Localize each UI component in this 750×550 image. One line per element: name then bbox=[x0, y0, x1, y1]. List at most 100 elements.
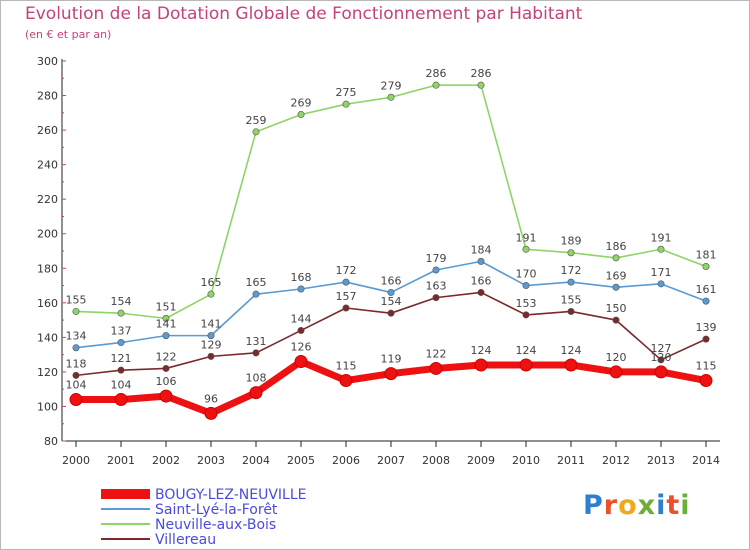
data-label: 104 bbox=[66, 379, 87, 392]
data-point bbox=[207, 352, 215, 360]
data-point bbox=[297, 111, 305, 119]
data-point bbox=[384, 367, 398, 381]
y-tick-label: 260 bbox=[37, 124, 58, 137]
data-point bbox=[162, 364, 170, 372]
data-point bbox=[609, 365, 623, 379]
data-point bbox=[567, 307, 575, 315]
data-point bbox=[519, 358, 533, 372]
data-point bbox=[117, 309, 125, 317]
data-point bbox=[252, 349, 260, 357]
data-label: 286 bbox=[471, 67, 492, 80]
data-label: 169 bbox=[606, 269, 627, 282]
data-label: 118 bbox=[66, 357, 87, 370]
data-label: 259 bbox=[246, 114, 267, 127]
data-point bbox=[522, 311, 530, 319]
x-tick-label: 2002 bbox=[152, 454, 180, 467]
chart-subtitle: (en € et par an) bbox=[25, 28, 112, 41]
series-villereau bbox=[72, 288, 710, 379]
data-point bbox=[339, 374, 353, 388]
data-label: 115 bbox=[336, 360, 357, 373]
data-point bbox=[387, 288, 395, 296]
x-tick-label: 2009 bbox=[467, 454, 495, 467]
data-point bbox=[702, 335, 710, 343]
y-tick-label: 220 bbox=[37, 193, 58, 206]
data-label: 122 bbox=[156, 350, 177, 363]
data-point bbox=[294, 355, 308, 369]
data-label: 104 bbox=[111, 379, 132, 392]
data-label: 165 bbox=[246, 276, 267, 289]
y-tick-label: 300 bbox=[37, 55, 58, 68]
data-point bbox=[249, 386, 263, 400]
data-point bbox=[702, 297, 710, 305]
data-point bbox=[342, 304, 350, 312]
x-tick-label: 2011 bbox=[557, 454, 585, 467]
data-label: 154 bbox=[381, 295, 402, 308]
data-point bbox=[474, 358, 488, 372]
logo-letter: x bbox=[637, 490, 657, 521]
series-neuville-aux-bois bbox=[72, 81, 710, 322]
data-label: 122 bbox=[426, 347, 447, 360]
data-point bbox=[699, 374, 713, 388]
data-point bbox=[477, 288, 485, 296]
x-tick-label: 2010 bbox=[512, 454, 540, 467]
data-point bbox=[207, 290, 215, 298]
data-point bbox=[159, 389, 173, 403]
data-point bbox=[72, 344, 80, 352]
data-label: 189 bbox=[561, 235, 582, 248]
data-label: 191 bbox=[651, 231, 672, 244]
data-point bbox=[432, 294, 440, 302]
data-label: 127 bbox=[651, 342, 672, 355]
data-label: 120 bbox=[651, 351, 672, 364]
data-label: 126 bbox=[291, 341, 312, 354]
x-tick-label: 2008 bbox=[422, 454, 450, 467]
data-point bbox=[252, 128, 260, 136]
data-label: 129 bbox=[201, 338, 222, 351]
x-tick-label: 2014 bbox=[692, 454, 720, 467]
x-tick-label: 2013 bbox=[647, 454, 675, 467]
x-tick-label: 2004 bbox=[242, 454, 270, 467]
data-point bbox=[162, 332, 170, 340]
data-point bbox=[564, 358, 578, 372]
data-point bbox=[162, 314, 170, 322]
data-label: 184 bbox=[471, 243, 492, 256]
data-point bbox=[612, 254, 620, 262]
data-label: 124 bbox=[561, 344, 582, 357]
data-point bbox=[342, 100, 350, 108]
y-tick-label: 180 bbox=[37, 262, 58, 275]
x-tick-label: 2003 bbox=[197, 454, 225, 467]
data-label: 166 bbox=[471, 274, 492, 287]
data-point bbox=[567, 278, 575, 286]
data-point bbox=[342, 278, 350, 286]
data-point bbox=[204, 406, 218, 420]
x-tick-label: 2007 bbox=[377, 454, 405, 467]
data-label: 115 bbox=[696, 360, 717, 373]
data-point bbox=[387, 93, 395, 101]
data-point bbox=[429, 361, 443, 375]
proxiti-logo: Proxiti bbox=[583, 490, 691, 521]
data-point bbox=[612, 283, 620, 291]
data-label: 139 bbox=[696, 321, 717, 334]
x-tick-label: 2000 bbox=[62, 454, 90, 467]
data-label: 157 bbox=[336, 290, 357, 303]
data-label: 279 bbox=[381, 79, 402, 92]
data-point bbox=[612, 316, 620, 324]
data-label: 155 bbox=[561, 293, 582, 306]
legend-label: Saint-Lyé-la-Forêt bbox=[155, 502, 278, 518]
data-label: 286 bbox=[426, 67, 447, 80]
data-label: 106 bbox=[156, 375, 177, 388]
x-tick-label: 2005 bbox=[287, 454, 315, 467]
logo-letter: t bbox=[666, 490, 681, 521]
data-label: 108 bbox=[246, 372, 267, 385]
data-point bbox=[702, 263, 710, 271]
data-label: 150 bbox=[606, 302, 627, 315]
legend-label: Villereau bbox=[155, 532, 216, 548]
data-point bbox=[114, 393, 128, 407]
x-tick-label: 2012 bbox=[602, 454, 630, 467]
data-point bbox=[522, 245, 530, 253]
data-point bbox=[297, 285, 305, 293]
logo-letter: o bbox=[618, 490, 638, 521]
data-label: 172 bbox=[336, 264, 357, 277]
legend-label: BOUGY-LEZ-NEUVILLE bbox=[155, 487, 306, 503]
series-bougy-lez-neuville bbox=[69, 355, 713, 420]
data-label: 141 bbox=[156, 318, 177, 331]
